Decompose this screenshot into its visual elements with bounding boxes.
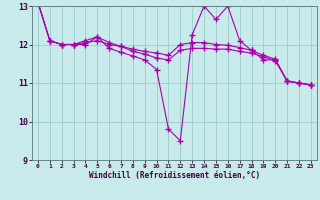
X-axis label: Windchill (Refroidissement éolien,°C): Windchill (Refroidissement éolien,°C) [89, 171, 260, 180]
